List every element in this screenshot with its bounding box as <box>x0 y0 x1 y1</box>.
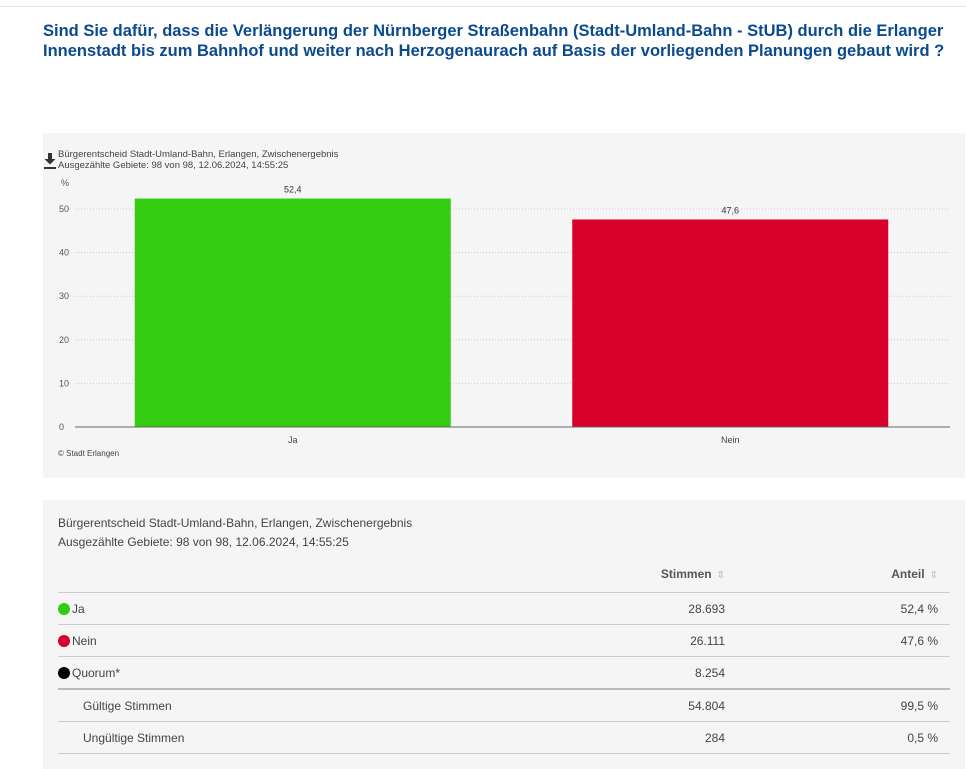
row-label-text: Gültige Stimmen <box>83 698 172 713</box>
row-share <box>737 656 950 690</box>
top-divider <box>0 6 966 7</box>
row-label-text: Ja <box>72 601 85 616</box>
row-label: Nein <box>58 624 480 657</box>
chart-subtitle: Ausgezählte Gebiete: 98 von 98, 12.06.20… <box>58 160 289 171</box>
row-label-text: Nein <box>72 633 97 648</box>
row-share: 52,4 % <box>737 592 950 625</box>
table-row: Quorum* 8.254 <box>58 656 950 690</box>
row-share: 99,5 % <box>737 689 950 722</box>
sort-share-header[interactable]: Anteil ⇳ <box>737 556 950 593</box>
bar-ja <box>134 198 451 427</box>
row-label: Gültige Stimmen <box>58 689 480 722</box>
row-label-text: Ungültige Stimmen <box>83 730 185 745</box>
table-row: Ja 28.693 52,4 % <box>58 592 950 625</box>
row-share: 0,5 % <box>737 721 950 754</box>
row-label: Ungültige Stimmen <box>58 721 480 754</box>
y-tick-label: 50 <box>59 204 69 214</box>
chart-credit: © Stadt Erlangen <box>58 449 119 458</box>
row-votes: 8.254 <box>479 656 737 690</box>
data-label: 52,4 <box>284 185 302 195</box>
table-row: Gültige Stimmen 54.804 99,5 % <box>58 689 950 722</box>
table-title: Bürgerentscheid Stadt-Umland-Bahn, Erlan… <box>58 516 413 530</box>
y-tick-label: 20 <box>59 335 69 345</box>
table-row: Ungültige Stimmen 284 0,5 % <box>58 721 950 754</box>
x-tick-label: Nein <box>721 435 740 445</box>
download-icon[interactable] <box>43 152 57 170</box>
row-votes: 284 <box>479 721 737 754</box>
legend-dot-icon <box>58 634 70 647</box>
results-table: Stimmen ⇳ Anteil ⇳ Ja 28.693 52,4 % Nein 26.11… <box>58 556 950 754</box>
sort-votes-header[interactable]: Stimmen ⇳ <box>479 556 737 593</box>
legend-dot-icon <box>58 602 70 615</box>
question-title: Sind Sie dafür, dass die Verlängerung de… <box>43 22 945 60</box>
sort-icon: ⇳ <box>716 570 725 581</box>
y-tick-label: 0 <box>59 422 64 432</box>
y-tick-label: 30 <box>59 291 69 301</box>
table-subtitle: Ausgezählte Gebiete: 98 von 98, 12.06.20… <box>58 535 349 549</box>
row-label: Ja <box>58 592 480 625</box>
row-share: 47,6 % <box>737 624 950 657</box>
row-votes: 26.111 <box>479 624 737 657</box>
row-label: Quorum* <box>58 656 480 690</box>
share-header-label: Anteil <box>891 567 925 581</box>
chart-title: Bürgerentscheid Stadt-Umland-Bahn, Erlan… <box>58 149 339 160</box>
votes-header-label: Stimmen <box>660 567 712 581</box>
row-votes: 54.804 <box>479 689 737 722</box>
row-label-text: Quorum* <box>72 665 121 680</box>
sort-icon: ⇳ <box>929 570 938 581</box>
y-axis-label: % <box>61 178 69 188</box>
table-row: Nein 26.111 47,6 % <box>58 624 950 657</box>
chart-panel: Bürgerentscheid Stadt-Umland-Bahn, Erlan… <box>43 133 965 478</box>
results-table-panel: Bürgerentscheid Stadt-Umland-Bahn, Erlan… <box>43 500 965 769</box>
y-tick-label: 40 <box>59 248 69 258</box>
bar-nein <box>572 219 889 427</box>
legend-dot-icon <box>58 666 70 679</box>
data-label: 47,6 <box>721 205 739 215</box>
row-votes: 28.693 <box>479 592 737 625</box>
x-tick-label: Ja <box>288 435 298 445</box>
y-tick-label: 10 <box>59 378 69 388</box>
bar-chart: % 0 10 20 30 40 50 52,4 Ja 47,6 Nein © Stadt Erlang… <box>58 178 950 458</box>
